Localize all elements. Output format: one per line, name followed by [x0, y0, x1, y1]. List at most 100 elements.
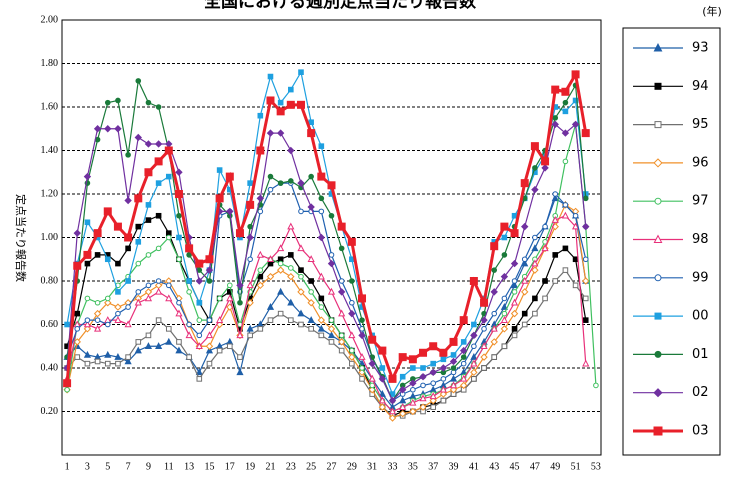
data-point: [125, 304, 131, 310]
data-point: [511, 289, 518, 295]
legend-label: 98: [692, 232, 709, 247]
data-point: [460, 381, 468, 390]
data-point: [124, 233, 133, 242]
data-point: [430, 380, 436, 387]
x-tick-label: 27: [327, 461, 337, 472]
data-point: [338, 347, 345, 354]
legend-marker: [654, 197, 662, 205]
data-point: [236, 331, 244, 339]
data-point: [298, 208, 304, 215]
x-tick-label: 15: [204, 461, 214, 472]
data-point: [500, 325, 509, 333]
data-point: [338, 245, 345, 252]
data-point: [460, 360, 467, 367]
x-tick-label: 5: [105, 461, 110, 472]
series-line: [66, 215, 587, 413]
data-point: [348, 353, 356, 361]
data-point: [256, 250, 264, 258]
data-point: [582, 295, 589, 302]
data-point: [328, 339, 335, 345]
data-point: [205, 331, 214, 339]
data-point: [104, 125, 112, 133]
data-point: [144, 294, 153, 302]
data-point: [257, 208, 264, 215]
legend-marker: [653, 43, 663, 52]
data-point: [481, 365, 487, 371]
data-point: [480, 342, 488, 350]
data-point: [237, 354, 243, 360]
data-point: [318, 295, 325, 302]
data-point: [298, 321, 304, 328]
data-point: [562, 245, 569, 252]
data-point: [368, 374, 376, 382]
data-point: [155, 278, 162, 284]
data-point: [307, 255, 315, 263]
data-point: [582, 277, 590, 285]
data-point: [155, 212, 162, 219]
data-point: [73, 320, 81, 328]
data-point: [450, 352, 457, 358]
data-point: [94, 299, 101, 306]
data-point: [439, 390, 448, 398]
data-point: [84, 219, 91, 226]
x-tick-label: 31: [367, 461, 377, 472]
legend-marker: [653, 388, 663, 398]
data-point: [398, 353, 407, 362]
data-point: [439, 348, 448, 357]
data-point: [277, 244, 285, 252]
data-point: [572, 282, 579, 289]
data-point: [277, 310, 284, 317]
data-point: [409, 392, 417, 400]
data-point: [490, 288, 498, 296]
data-point: [531, 266, 539, 274]
data-point: [582, 195, 589, 202]
data-point: [480, 316, 488, 324]
data-point: [225, 172, 234, 181]
data-point: [154, 140, 163, 148]
y-axis-label: 定点当たり報告数: [14, 194, 28, 282]
data-point: [307, 203, 315, 211]
data-point: [296, 100, 305, 109]
data-point: [471, 343, 477, 350]
data-point: [551, 216, 559, 223]
data-point: [317, 272, 325, 280]
data-point: [196, 299, 203, 306]
data-point: [581, 129, 590, 138]
data-point: [93, 229, 102, 238]
data-point: [247, 332, 253, 339]
x-tick-label: 53: [591, 461, 601, 472]
data-point: [511, 278, 518, 284]
legend-label: 96: [692, 155, 709, 170]
data-point: [481, 326, 487, 332]
data-point: [317, 172, 326, 181]
data-point: [490, 242, 499, 251]
data-point: [145, 332, 152, 339]
x-tick-label: 1: [65, 461, 70, 472]
data-point: [276, 129, 285, 137]
data-point: [531, 185, 539, 194]
data-point: [287, 272, 295, 281]
data-point: [582, 222, 590, 231]
data-point: [288, 178, 294, 184]
data-point: [236, 281, 244, 290]
data-point: [257, 112, 264, 119]
x-tick-label: 35: [408, 461, 418, 472]
data-point: [359, 365, 365, 371]
data-point: [571, 222, 580, 230]
data-point: [430, 404, 436, 410]
data-point: [115, 260, 121, 267]
data-point: [480, 353, 488, 361]
legend-label: 01: [692, 347, 709, 362]
data-point: [104, 99, 111, 106]
data-point: [84, 260, 91, 267]
data-point: [378, 403, 387, 411]
data-point: [338, 278, 345, 284]
data-point: [84, 295, 91, 302]
data-point: [195, 259, 204, 268]
data-point: [135, 239, 142, 245]
data-point: [491, 354, 498, 360]
data-point: [145, 202, 152, 208]
data-point: [227, 343, 233, 350]
data-point: [154, 157, 163, 166]
